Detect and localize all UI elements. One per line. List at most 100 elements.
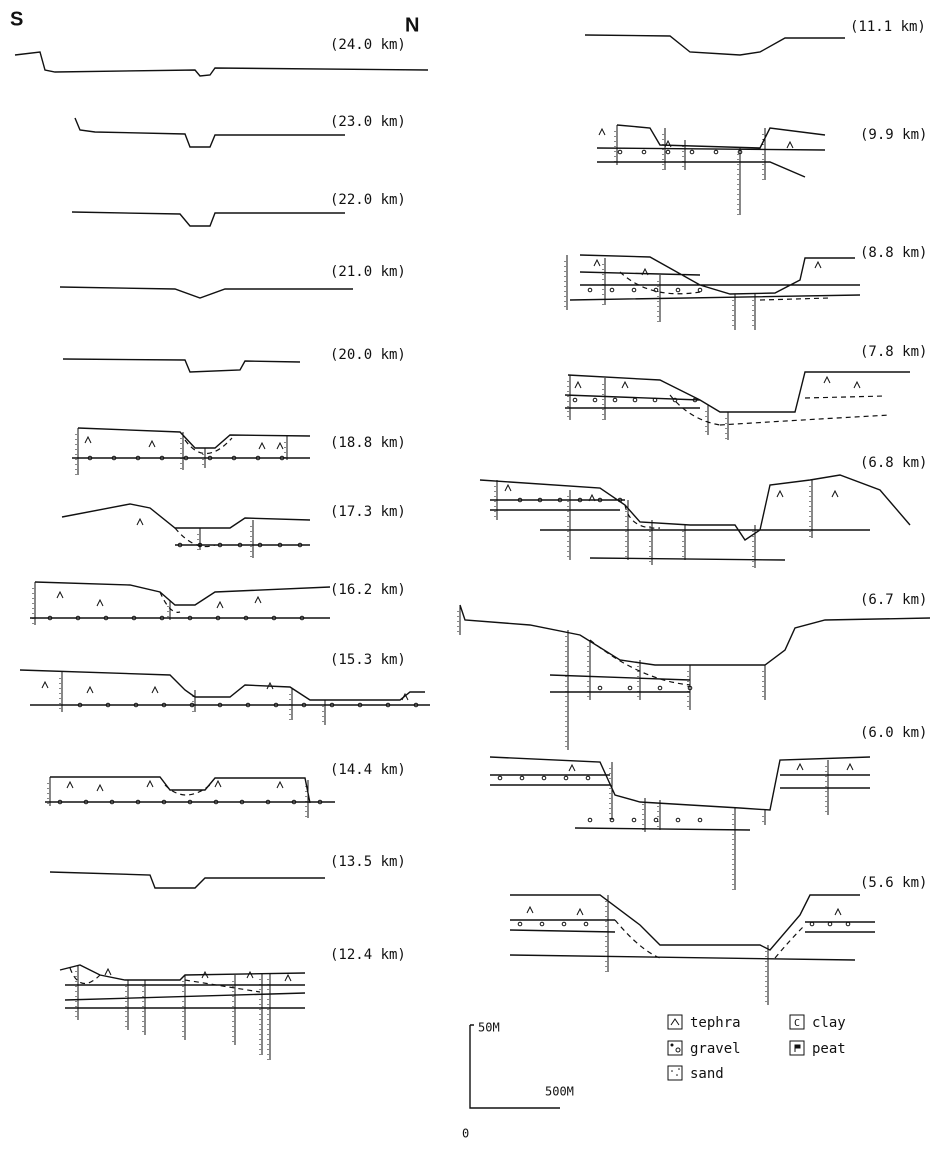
legend-swatch <box>668 1066 682 1080</box>
gravel-symbol <box>518 922 522 926</box>
south-label: S <box>10 8 23 30</box>
section-label: (14.4 km) <box>330 762 406 778</box>
tephra-symbol <box>42 682 48 688</box>
section-label: (16.2 km) <box>330 582 406 598</box>
gravel-symbol <box>573 398 577 402</box>
tephra-symbol <box>215 781 221 787</box>
north-label: N <box>405 14 419 36</box>
gravel-symbol <box>586 776 590 780</box>
section-label: (8.8 km) <box>860 245 927 261</box>
legend: tephra gravel sand C clay peat <box>668 1015 846 1082</box>
gravel-symbol <box>593 398 597 402</box>
section-label: (5.6 km) <box>860 875 927 891</box>
tephra-symbol <box>797 764 803 770</box>
tephra-symbol <box>577 909 583 915</box>
tephra-symbol <box>97 785 103 791</box>
gravel-symbol <box>698 288 702 292</box>
tephra-symbol <box>67 782 73 788</box>
tephra-symbol <box>255 597 261 603</box>
gravel-symbol <box>610 288 614 292</box>
gravel-symbol <box>588 818 592 822</box>
tephra-symbol <box>105 969 111 975</box>
gravel-symbol <box>658 686 662 690</box>
tephra-symbol <box>285 975 291 981</box>
tephra-symbol <box>599 129 605 135</box>
tephra-symbol <box>247 972 253 978</box>
gravel-symbol <box>633 398 637 402</box>
tephra-symbol <box>575 382 581 388</box>
tephra-symbol <box>777 491 783 497</box>
section-label: (7.8 km) <box>860 344 927 360</box>
tephra-symbol <box>97 600 103 606</box>
tephra-symbol <box>57 592 63 598</box>
gravel-symbol <box>598 686 602 690</box>
legend-label: peat <box>812 1041 846 1057</box>
legend-label: clay <box>812 1015 846 1031</box>
tephra-symbol <box>622 382 628 388</box>
section-label: (21.0 km) <box>330 264 406 280</box>
section-label: (6.7 km) <box>860 592 927 608</box>
section-label: (11.1 km) <box>850 19 926 35</box>
gravel-symbol <box>632 288 636 292</box>
section-label: (13.5 km) <box>330 854 406 870</box>
section-label: (23.0 km) <box>330 114 406 130</box>
tephra-symbol <box>824 377 830 383</box>
tephra-symbol <box>505 485 511 491</box>
gravel-symbol <box>628 686 632 690</box>
gravel-symbol <box>714 150 718 154</box>
section-label: (22.0 km) <box>330 192 406 208</box>
gravel-symbol <box>666 150 670 154</box>
horizontal-scale-label: 500M <box>545 1085 574 1099</box>
section-label: (15.3 km) <box>330 652 406 668</box>
tephra-symbol <box>152 687 158 693</box>
gravel-symbol <box>584 922 588 926</box>
gravel-symbol <box>690 150 694 154</box>
section-label: (9.9 km) <box>860 127 927 143</box>
vertical-scale-label: 50M <box>478 1021 500 1035</box>
gravel-symbol <box>520 776 524 780</box>
gravel-symbol <box>618 150 622 154</box>
gravel-symbol <box>676 288 680 292</box>
gravel-symbol <box>828 922 832 926</box>
gravel-symbol <box>810 922 814 926</box>
profiles <box>15 35 930 1008</box>
gravel-symbol <box>654 818 658 822</box>
gravel-symbol <box>540 922 544 926</box>
legend-label: tephra <box>690 1015 741 1031</box>
section-label: (18.8 km) <box>330 435 406 451</box>
tephra-symbol <box>217 602 223 608</box>
gravel-symbol <box>564 776 568 780</box>
section-label: (6.0 km) <box>860 725 927 741</box>
tephra-symbol <box>149 441 155 447</box>
legend-label: gravel <box>690 1041 741 1057</box>
legend-label: sand <box>690 1066 724 1082</box>
legend-swatch <box>668 1041 682 1055</box>
tephra-symbol <box>259 443 265 449</box>
tephra-symbol <box>835 909 841 915</box>
tephra-symbol <box>87 687 93 693</box>
section-label: (12.4 km) <box>330 947 406 963</box>
tephra-symbol <box>854 382 860 388</box>
section-label: (6.8 km) <box>860 455 927 471</box>
section-label: (20.0 km) <box>330 347 406 363</box>
gravel-symbol <box>642 150 646 154</box>
tephra-symbol <box>787 142 793 148</box>
legend-swatch <box>668 1015 682 1029</box>
gravel-symbol <box>588 288 592 292</box>
tephra-symbol <box>847 764 853 770</box>
gravel-symbol <box>498 776 502 780</box>
figure: S N 50M 500M 0 <box>0 0 940 1164</box>
section-label: (17.3 km) <box>330 504 406 520</box>
tephra-symbol <box>594 260 600 266</box>
tephra-symbol <box>815 262 821 268</box>
tephra-symbol <box>832 491 838 497</box>
gravel-symbol <box>632 818 636 822</box>
gravel-symbol <box>613 398 617 402</box>
tephra-symbol <box>665 141 671 147</box>
tephra-symbol <box>147 781 153 787</box>
gravel-symbol <box>542 776 546 780</box>
gravel-symbol <box>562 922 566 926</box>
section-label: (24.0 km) <box>330 37 406 53</box>
scale-bar: 50M 500M 0 <box>462 1021 574 1141</box>
tephra-symbol <box>277 782 283 788</box>
